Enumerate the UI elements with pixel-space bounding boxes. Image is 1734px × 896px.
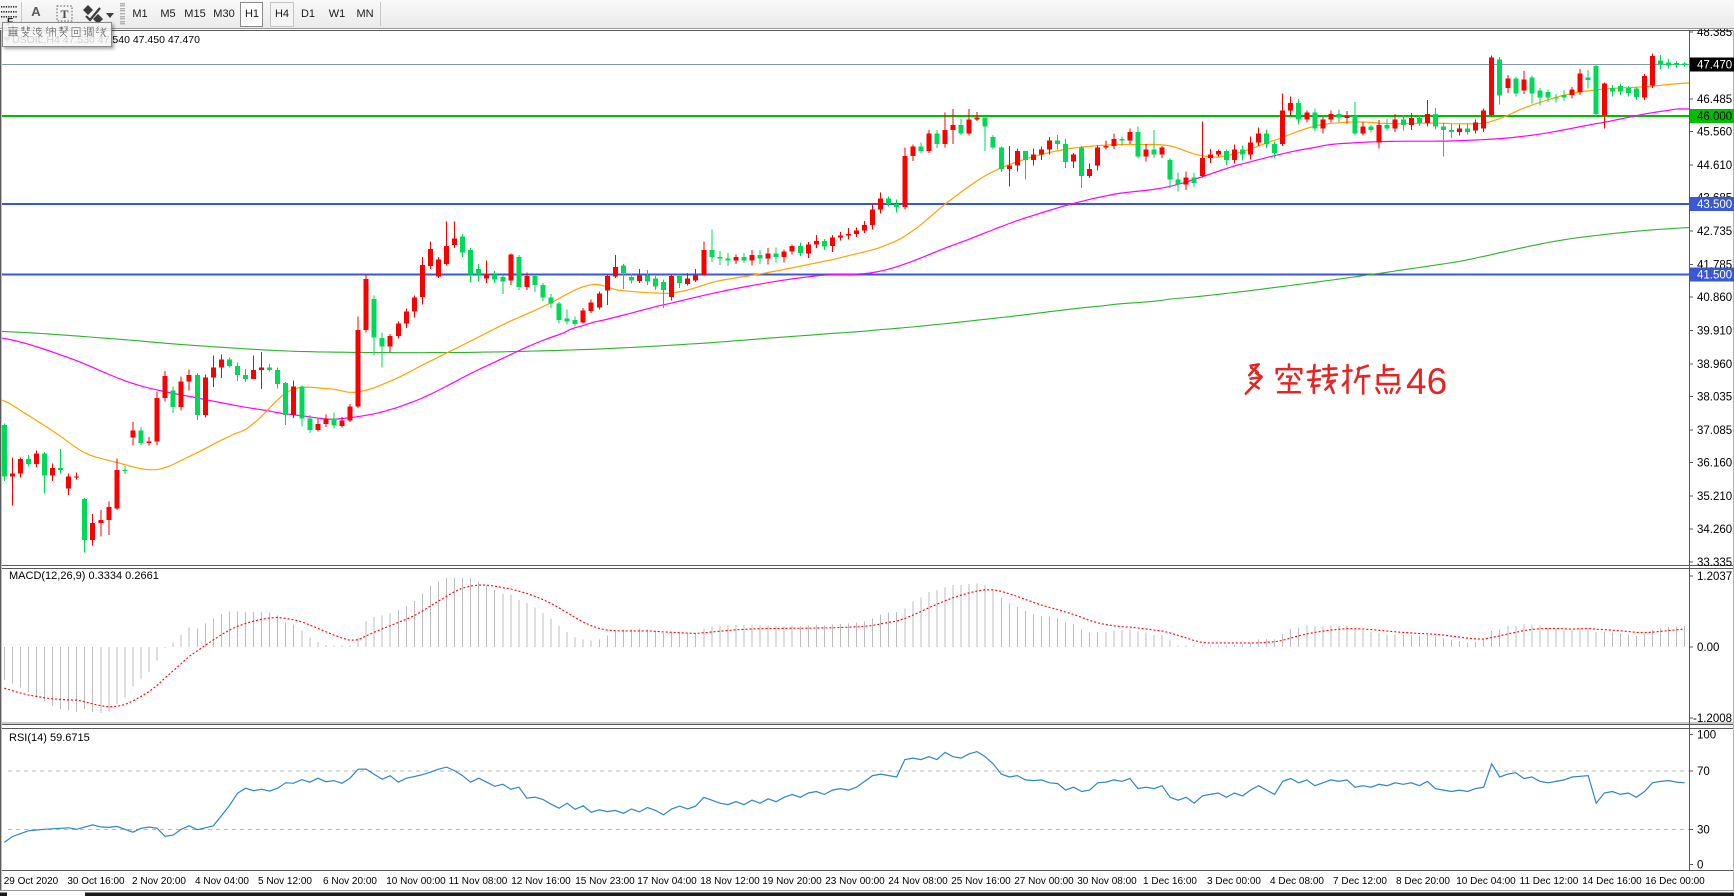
svg-text:29 Oct 2020: 29 Oct 2020 (4, 876, 59, 887)
svg-text:19 Nov 20:00: 19 Nov 20:00 (762, 876, 822, 887)
svg-text:38.960: 38.960 (1697, 359, 1732, 371)
svg-text:4 Nov 04:00: 4 Nov 04:00 (195, 876, 249, 887)
svg-text:46.485: 46.485 (1697, 94, 1732, 106)
svg-text:12 Nov 16:00: 12 Nov 16:00 (511, 876, 571, 887)
svg-text:23 Nov 00:00: 23 Nov 00:00 (825, 876, 885, 887)
svg-text:46: 46 (1406, 361, 1447, 402)
svg-text:42.735: 42.735 (1697, 226, 1732, 238)
svg-text:47.470: 47.470 (1697, 60, 1732, 72)
svg-text:100: 100 (1697, 730, 1716, 742)
svg-text:4 Dec 08:00: 4 Dec 08:00 (1270, 876, 1324, 887)
svg-text:30 Nov 08:00: 30 Nov 08:00 (1077, 876, 1137, 887)
svg-text:11 Dec 12:00: 11 Dec 12:00 (1520, 876, 1579, 887)
svg-text:8 Dec 20:00: 8 Dec 20:00 (1396, 876, 1450, 887)
svg-text:0.00: 0.00 (1697, 642, 1719, 654)
svg-text:0: 0 (1697, 860, 1703, 872)
svg-text:10 Dec 04:00: 10 Dec 04:00 (1456, 876, 1516, 887)
svg-text:1 Dec 16:00: 1 Dec 16:00 (1143, 876, 1197, 887)
svg-text:40.860: 40.860 (1697, 292, 1732, 304)
svg-text:RSI(14) 59.6715: RSI(14) 59.6715 (9, 732, 90, 744)
svg-text:41.500: 41.500 (1697, 270, 1732, 282)
svg-text:2 Nov 20:00: 2 Nov 20:00 (132, 876, 186, 887)
svg-text:18 Nov 12:00: 18 Nov 12:00 (700, 876, 760, 887)
svg-text:34.260: 34.260 (1697, 524, 1732, 536)
svg-text:30: 30 (1697, 825, 1710, 837)
svg-text:3 Dec 00:00: 3 Dec 00:00 (1207, 876, 1261, 887)
svg-text:MACD(12,26,9) 0.3334 0.2661: MACD(12,26,9) 0.3334 0.2661 (9, 570, 159, 582)
svg-text:70: 70 (1697, 766, 1710, 778)
svg-text:-1.2008: -1.2008 (1693, 713, 1732, 725)
svg-text:24 Nov 08:00: 24 Nov 08:00 (888, 876, 948, 887)
svg-text:11 Nov 08:00: 11 Nov 08:00 (449, 876, 508, 887)
svg-text:17 Nov 04:00: 17 Nov 04:00 (637, 876, 697, 887)
svg-text:5 Nov 12:00: 5 Nov 12:00 (258, 876, 312, 887)
svg-text:1.2037: 1.2037 (1697, 571, 1732, 583)
svg-text:10 Nov 00:00: 10 Nov 00:00 (386, 876, 446, 887)
svg-text:48.385: 48.385 (1697, 27, 1732, 39)
svg-text:6 Nov 20:00: 6 Nov 20:00 (323, 876, 377, 887)
svg-text:25 Nov 16:00: 25 Nov 16:00 (951, 876, 1011, 887)
svg-text:45.560: 45.560 (1697, 127, 1732, 139)
svg-text:37.085: 37.085 (1697, 425, 1732, 437)
svg-text:35.210: 35.210 (1697, 491, 1732, 503)
svg-text:14 Dec 16:00: 14 Dec 16:00 (1582, 876, 1642, 887)
svg-text:16 Dec 00:00: 16 Dec 00:00 (1645, 876, 1705, 887)
svg-text:7 Dec 12:00: 7 Dec 12:00 (1333, 876, 1387, 887)
svg-text:44.610: 44.610 (1697, 160, 1732, 172)
svg-text:T: T (60, 7, 68, 21)
svg-text:27 Nov 00:00: 27 Nov 00:00 (1014, 876, 1074, 887)
svg-text:36.160: 36.160 (1697, 457, 1732, 469)
svg-text:38.035: 38.035 (1697, 391, 1732, 403)
svg-text:43.500: 43.500 (1697, 199, 1732, 211)
svg-text:30 Oct 16:00: 30 Oct 16:00 (67, 876, 125, 887)
svg-text:39.910: 39.910 (1697, 325, 1732, 337)
svg-text:46.000: 46.000 (1697, 111, 1732, 123)
svg-text:15 Nov 23:00: 15 Nov 23:00 (575, 876, 635, 887)
svg-text:33.335: 33.335 (1697, 557, 1732, 569)
